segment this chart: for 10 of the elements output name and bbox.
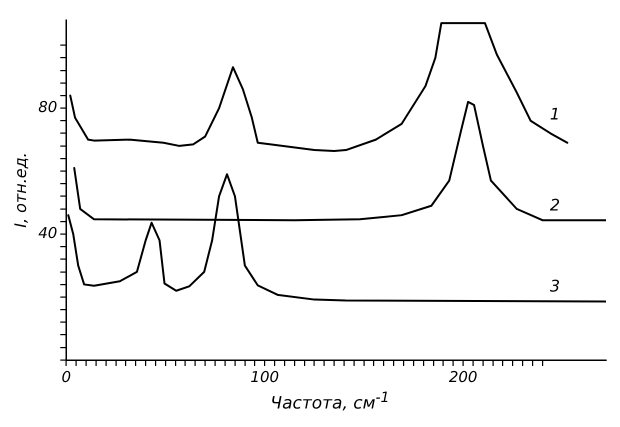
series-label: 1 — [550, 104, 560, 124]
y-tick-label: 80 — [38, 98, 58, 116]
series-label: 2 — [550, 195, 560, 214]
x-tick-label: 0 — [62, 368, 72, 386]
y-axis-title: I, отн.ед. — [10, 152, 30, 228]
series-label: 3 — [550, 276, 560, 296]
x-tick-label: 200 — [448, 368, 478, 386]
x-axis-title: Частота, см$^{-1}$ — [269, 390, 391, 414]
x-tick-label: 100 — [250, 368, 280, 386]
y-tick-label: 40 — [38, 224, 58, 242]
